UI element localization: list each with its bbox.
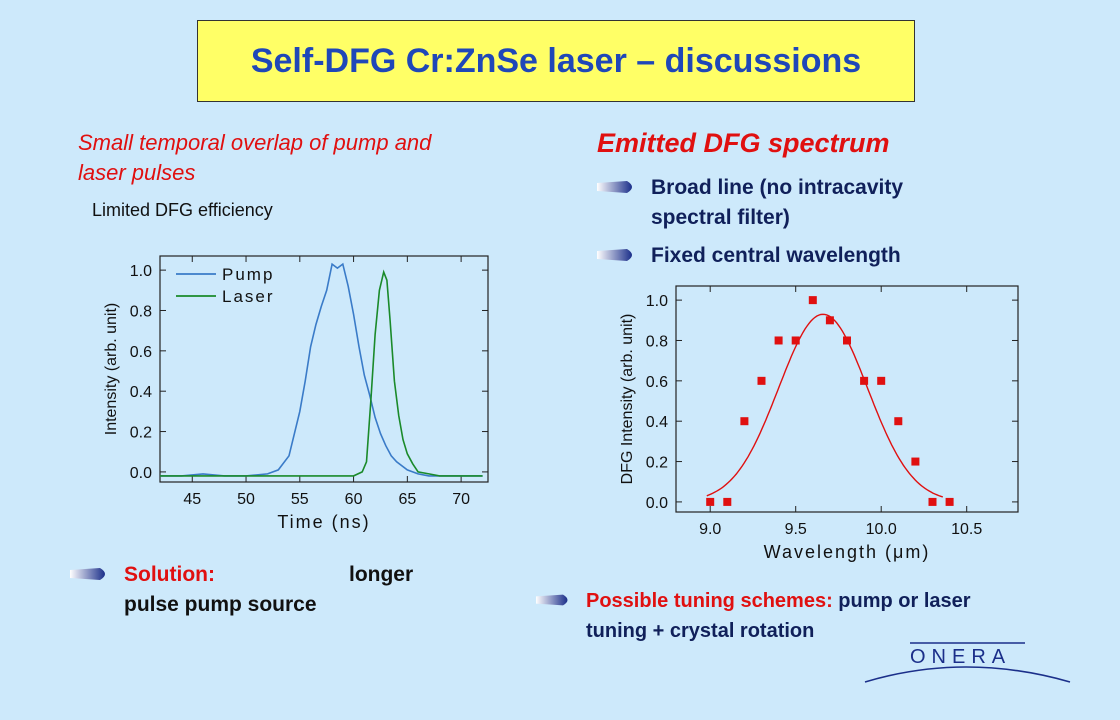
x-axis-title: Wavelength (μm) xyxy=(764,542,931,562)
tuning-line-2: tuning + crystal rotation xyxy=(586,620,815,642)
data-point xyxy=(860,376,869,385)
onera-logo: ONERA xyxy=(864,642,1071,683)
broad-line-text-1: Broad line (no intracavity xyxy=(651,176,904,199)
y-tick-label: 0.4 xyxy=(646,414,668,431)
overlap-line-2: laser pulses xyxy=(78,160,196,185)
legend-label-laser: Laser xyxy=(222,287,275,306)
efficiency-text: Limited DFG efficiency xyxy=(92,200,273,220)
x-tick-label: 10.5 xyxy=(951,521,982,538)
arrow-bullet-icon xyxy=(597,249,632,261)
data-point xyxy=(894,417,903,426)
broad-line-text-2: spectral filter) xyxy=(651,206,790,229)
data-point xyxy=(757,376,766,385)
tuning-rest: pump or laser xyxy=(832,590,971,612)
data-point xyxy=(911,457,920,466)
y-tick-label: 1.0 xyxy=(646,293,668,310)
x-tick-label: 50 xyxy=(237,491,255,508)
x-tick-label: 10.0 xyxy=(866,521,897,538)
data-point xyxy=(723,497,732,506)
data-point xyxy=(843,336,851,345)
x-tick-label: 65 xyxy=(398,491,416,508)
y-axis-title: Intensity (arb. unit) xyxy=(103,303,120,436)
y-tick-label: 0.6 xyxy=(130,344,152,361)
x-tick-label: 9.5 xyxy=(785,521,807,538)
series-line-pump xyxy=(160,262,483,477)
x-tick-label: 60 xyxy=(345,491,363,508)
pulse-chart: 0.0 0.2 0.4 0.6 0.8 1.0 45 50 55 60 65 70 Time (ns) I… xyxy=(103,255,489,532)
fixed-wavelength-text: Fixed central wavelength xyxy=(651,244,901,267)
data-point xyxy=(877,376,886,385)
data-point xyxy=(774,336,783,345)
y-tick-label: 0.0 xyxy=(646,495,668,512)
arrow-bullet-icon xyxy=(597,181,632,193)
broad-line-bullet: Broad line (no intracavity spectral filt… xyxy=(597,173,903,233)
x-tick-label: 45 xyxy=(183,491,201,508)
solution-line-2: pulse pump source xyxy=(124,593,317,616)
data-point xyxy=(706,497,715,506)
solution-word: longer xyxy=(348,563,414,586)
tuning-bullet: Possible tuning schemes: pump or laser t… xyxy=(536,586,971,646)
y-axis-title: DFG Intensity (arb. unit) xyxy=(619,314,636,485)
data-point xyxy=(740,417,749,426)
data-point xyxy=(928,497,937,506)
plot-frame xyxy=(159,255,489,483)
solution-label: Solution: xyxy=(124,563,215,586)
x-tick-label: 55 xyxy=(291,491,309,508)
y-tick-label: 0.2 xyxy=(646,455,668,472)
data-point xyxy=(808,296,817,305)
fit-curve xyxy=(706,313,944,498)
y-tick-label: 0.6 xyxy=(646,374,668,391)
data-point xyxy=(945,497,954,506)
arrow-bullet-icon xyxy=(70,568,105,580)
solution-bullet: Solution: longer pulse pump source xyxy=(70,560,413,620)
data-point xyxy=(791,336,800,345)
arrow-bullet-icon xyxy=(536,594,568,606)
slide-title: Self-DFG Cr:ZnSe laser – discussions xyxy=(250,41,862,80)
plot-frame xyxy=(675,285,1019,513)
onera-logo-text: ONERA xyxy=(910,646,1011,668)
legend-label-pump: Pump xyxy=(222,265,274,284)
y-tick-label: 0.0 xyxy=(130,465,152,482)
y-tick-label: 1.0 xyxy=(130,263,152,280)
x-tick-label: 70 xyxy=(452,491,470,508)
fixed-wavelength-bullet: Fixed central wavelength xyxy=(597,241,901,271)
overlap-text: Small temporal overlap of pump and laser… xyxy=(78,128,431,188)
y-tick-label: 0.2 xyxy=(130,425,152,442)
overlap-line-1: Small temporal overlap of pump and xyxy=(78,130,432,155)
tuning-label: Possible tuning schemes: xyxy=(586,590,833,612)
dfg-spectrum-chart: 0.0 0.2 0.4 0.6 0.8 1.0 9.0 9.5 10.0 10.5 Waveleng… xyxy=(619,285,1019,562)
y-tick-label: 0.8 xyxy=(130,303,152,320)
x-tick-label: 9.0 xyxy=(699,521,721,538)
x-axis-title: Time (ns) xyxy=(277,512,370,532)
data-point xyxy=(825,316,834,325)
series-line-laser xyxy=(160,269,483,477)
title-box: Self-DFG Cr:ZnSe laser – discussions xyxy=(197,20,915,102)
dfg-heading: Emitted DFG spectrum xyxy=(597,128,890,158)
y-tick-label: 0.4 xyxy=(130,384,152,401)
y-tick-label: 0.8 xyxy=(646,333,668,350)
